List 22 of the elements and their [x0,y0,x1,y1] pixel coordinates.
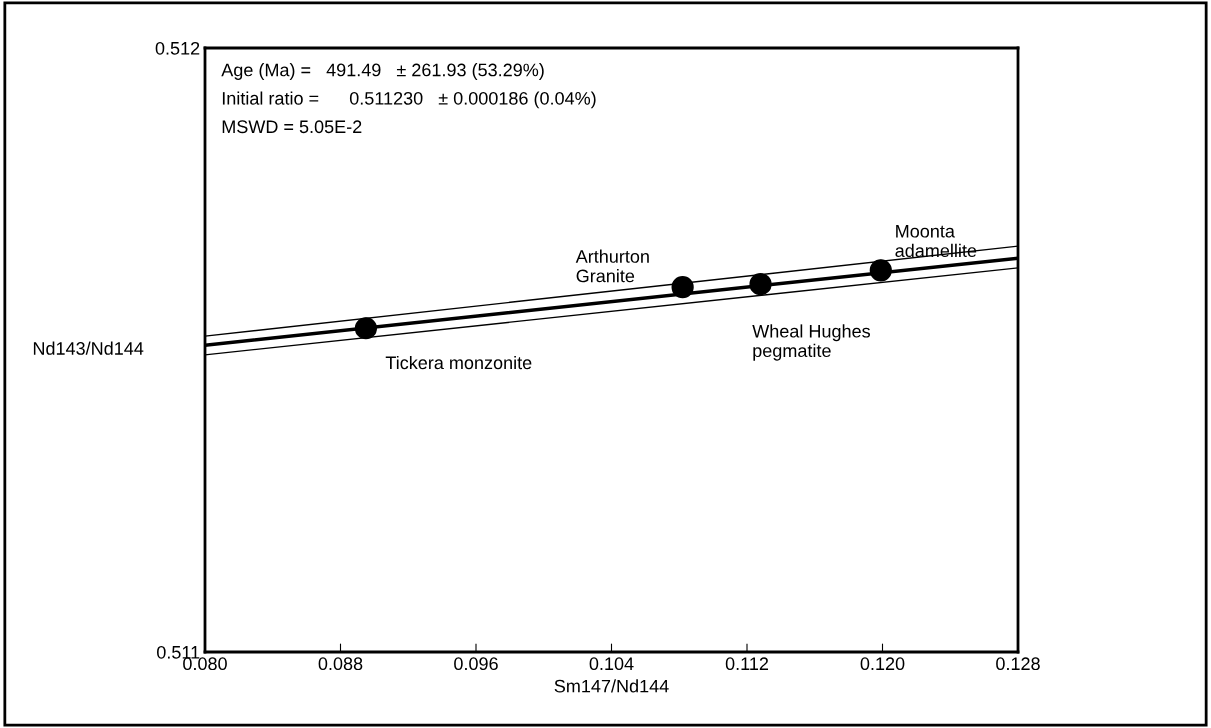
point [671,276,694,299]
point [749,273,772,296]
x-tick-label: 0.120 [860,657,905,671]
annotation: Age (Ma) = 491.49 ± 261.93 (53.29%) [221,63,544,80]
annotation: Wheal Hughes pegmatite [752,324,870,361]
annotation: MSWD = 5.05E-2 [222,120,362,134]
x-tick-label: 0.112 [725,657,769,671]
y-axis-title: Nd143/Nd144 [33,341,144,355]
y-tick-label: 0.512 [155,41,200,55]
point [869,259,892,282]
y-tick-label: 0.511 [157,645,200,659]
x-tick-label: 0.096 [454,657,498,671]
annotation: Moonta adamellite [895,225,977,258]
x-axis-title: Sm147/Nd144 [554,679,669,693]
x-tick-label: 0.080 [183,657,227,671]
annotation: Tickera monzonite [385,355,532,370]
x-tick-label: 0.088 [318,657,363,671]
x-tick-label: 0.104 [589,657,634,671]
point [354,317,378,340]
x-tick-label: 0.128 [996,657,1040,671]
annotation: Arthurton Granite [575,249,649,283]
annotation: Initial ratio = 0.511230 ± 0.000186 (0.04%) [222,91,596,109]
